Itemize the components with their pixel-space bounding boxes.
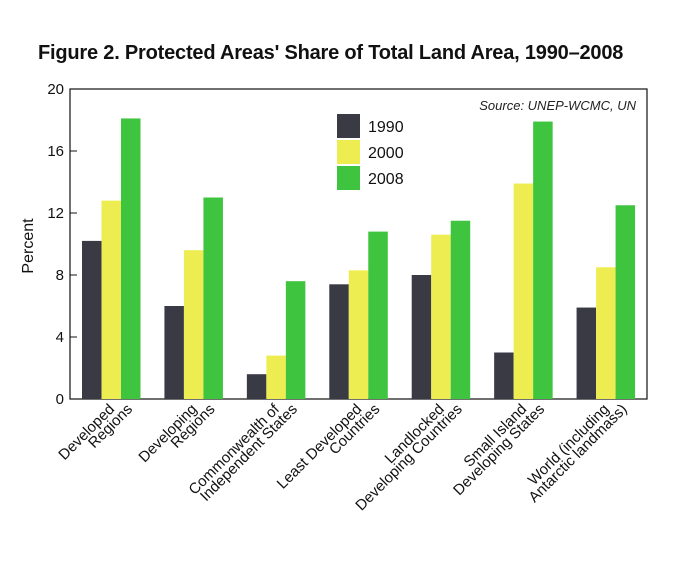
legend-swatch-2008 — [337, 166, 360, 190]
y-tick-label: 0 — [56, 391, 64, 408]
bars — [82, 118, 636, 400]
bar-2000-3 — [348, 270, 369, 399]
legend-label-1990: 1990 — [368, 119, 404, 136]
y-tick-label: 4 — [56, 329, 64, 346]
y-tick-label: 12 — [47, 205, 64, 222]
bar-2000-4 — [431, 234, 451, 399]
bar-2000-6 — [596, 267, 616, 399]
bar-1990-5 — [494, 352, 514, 399]
bar-2008-1 — [203, 197, 223, 399]
bar-2008-6 — [615, 205, 636, 399]
legend-swatch-2000 — [337, 140, 360, 164]
bar-2000-1 — [183, 250, 204, 399]
y-axis-label: Percent — [20, 218, 37, 274]
bar-2008-4 — [450, 220, 471, 399]
bar-2008-0 — [121, 118, 141, 399]
bar-1990-6 — [576, 307, 597, 399]
legend-label-2008: 2008 — [368, 171, 404, 188]
bar-1990-1 — [164, 306, 184, 399]
bar-1990-4 — [411, 275, 432, 399]
bar-2008-3 — [368, 231, 388, 399]
bar-2008-2 — [285, 281, 306, 399]
legend-label-2000: 2000 — [368, 145, 404, 162]
bar-2008-5 — [533, 121, 553, 400]
bar-1990-3 — [329, 284, 349, 399]
y-tick-label: 8 — [56, 267, 64, 284]
y-tick-label: 16 — [47, 143, 64, 160]
bar-2000-5 — [513, 183, 534, 399]
bar-2000-0 — [101, 200, 121, 399]
source-note: Source: UNEP-WCMC, UN — [479, 98, 636, 113]
y-tick-label: 20 — [47, 81, 64, 98]
bar-1990-0 — [82, 240, 102, 399]
legend: 1990 2000 2008 — [337, 114, 404, 190]
legend-swatch-1990 — [337, 114, 360, 138]
bar-1990-2 — [246, 374, 267, 399]
chart-title: Figure 2. Protected Areas' Share of Tota… — [38, 42, 624, 64]
y-ticks: 0 4 8 12 16 20 — [47, 81, 77, 408]
bar-2000-2 — [266, 355, 286, 399]
